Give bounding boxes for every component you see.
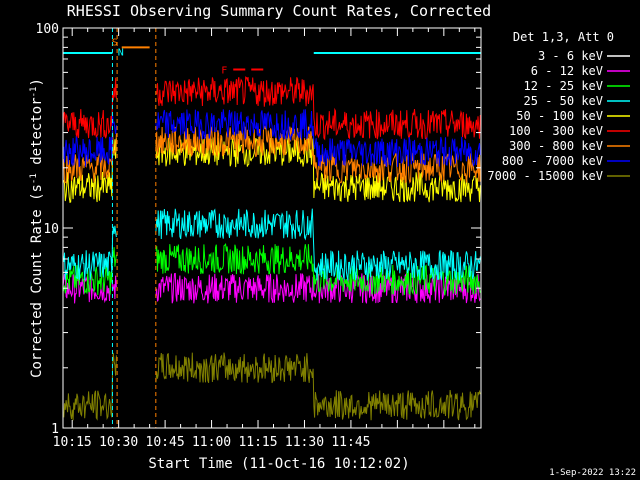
legend-entry-label: 300 - 800 keV — [509, 139, 603, 153]
x-tick-label: 11:45 — [331, 435, 370, 450]
legend-entry-label: 12 - 25 keV — [524, 79, 603, 93]
x-tick-label: 10:45 — [146, 435, 185, 450]
saa-flag-label: S — [112, 37, 118, 48]
legend-entry-label: 7000 - 15000 keV — [487, 169, 603, 183]
series-line — [62, 76, 481, 141]
series-line — [62, 124, 481, 184]
legend-entry-label: 25 - 50 keV — [524, 94, 603, 108]
y-axis-ticks: 1 10 100 — [36, 22, 481, 437]
x-tick-label: 11:30 — [285, 435, 324, 450]
y-tick-label: 1 — [51, 422, 59, 437]
legend-title: Det 1,3, Att 0 — [513, 30, 614, 44]
x-axis-label: Start Time (11-Oct-16 10:12:02) — [148, 456, 409, 472]
x-axis-ticks: 10:15 10:30 10:45 11:00 11:15 11:30 11:45 — [53, 28, 476, 450]
series-line — [62, 243, 481, 296]
x-tick-label: 10:15 — [53, 435, 92, 450]
series-line — [62, 109, 481, 168]
legend-entry-label: 800 - 7000 keV — [502, 154, 603, 168]
y-tick-label: 100 — [36, 22, 59, 37]
x-tick-label: 11:00 — [192, 435, 231, 450]
x-tick-label: 10:30 — [99, 435, 138, 450]
series-line — [62, 352, 481, 421]
legend-entry-label: 50 - 100 keV — [516, 109, 603, 123]
legend-entry-label: 3 - 6 keV — [538, 49, 603, 63]
chart-title: RHESSI Observing Summary Count Rates, Co… — [67, 2, 491, 20]
footer-timestamp: 1-Sep-2022 13:22 — [549, 468, 636, 478]
plot-area: SN F — [62, 28, 482, 428]
y-axis-label: Corrected Count Rate (s-1 detector-1) — [29, 78, 45, 378]
x-tick-label: 11:15 — [238, 435, 277, 450]
series-line — [62, 136, 481, 204]
series-line — [62, 208, 481, 281]
legend-entry-label: 100 - 300 keV — [509, 124, 603, 138]
series-line — [62, 311, 481, 393]
legend-entry-label: 6 - 12 keV — [531, 64, 603, 78]
y-tick-label: 10 — [43, 222, 59, 237]
night-flag-label: N — [118, 47, 124, 58]
flare-flag-label: F — [221, 66, 227, 77]
